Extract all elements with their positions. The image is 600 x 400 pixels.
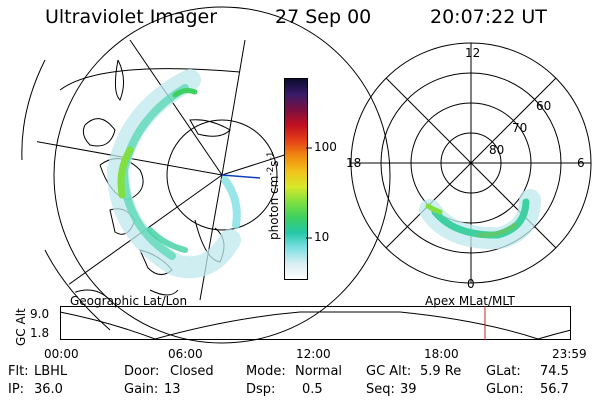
glon-label: GLon:: [486, 382, 524, 397]
polar-plot: [350, 42, 592, 284]
polar-label-60: 60: [536, 99, 552, 113]
door-value: Closed: [170, 364, 214, 379]
colorbar-unit-s: s: [267, 160, 281, 167]
glon-value: 56.7: [540, 382, 569, 397]
glat-value: 74.5: [540, 364, 569, 379]
polar-label-70: 70: [512, 121, 528, 135]
time-label: 20:07:22 UT: [430, 6, 547, 28]
mode-label: Mode:: [246, 364, 286, 379]
colorbar-unit-text: photon cm: [267, 175, 281, 240]
x-tick-1800: 18:00: [424, 347, 459, 361]
gc-alt-label: GC Alt:: [366, 364, 412, 379]
polar-label-80: 80: [489, 143, 505, 157]
colorbar: [284, 78, 308, 280]
colorbar-unit-exp1: -2: [266, 166, 276, 176]
instrument-title: Ultraviolet Imager: [45, 6, 218, 28]
altitude-plot: [59, 306, 572, 340]
colorbar-axis: [306, 147, 312, 239]
dsp-label: Dsp:: [246, 382, 276, 397]
colorbar-tick-10: 10: [314, 230, 330, 244]
dsp-value: 0.5: [302, 382, 323, 397]
gain-label: Gain:: [124, 382, 159, 397]
polar-label-6: 6: [577, 156, 585, 170]
polar-label-0: 0: [467, 277, 475, 291]
colorbar-unit-exp2: -1: [266, 151, 276, 161]
door-label: Door:: [124, 364, 160, 379]
glat-label: GLat:: [486, 364, 521, 379]
colorbar-tick-100: 100: [314, 140, 337, 154]
mode-value: Normal: [295, 364, 343, 379]
gc-alt-axis-label: GC Alt: [14, 308, 28, 346]
polar-label-12: 12: [465, 46, 481, 60]
flt-value: LBHL: [34, 364, 68, 379]
ip-label: IP:: [8, 382, 25, 397]
ip-value: 36.0: [34, 382, 63, 397]
seq-label: Seq:: [366, 382, 395, 397]
x-tick-0600: 06:00: [168, 347, 203, 361]
colorbar-unit-label: photon cm-2s-1: [266, 151, 281, 240]
gain-value: 13: [164, 382, 181, 397]
x-tick-1200: 12:00: [296, 347, 331, 361]
geographic-label: Geographic Lat/Lon: [70, 294, 188, 308]
flt-label: Flt:: [8, 364, 29, 379]
seq-value: 39: [400, 382, 417, 397]
gc-alt-value: 5.9 Re: [420, 364, 462, 379]
y-tick-9: 9.0: [30, 307, 50, 321]
y-tick-1-8: 1.8: [30, 326, 50, 340]
x-tick-0000: 00:00: [44, 347, 79, 361]
apex-label: Apex MLat/MLT: [425, 294, 515, 308]
date-label: 27 Sep 00: [275, 6, 372, 28]
x-tick-2359: 23:59: [552, 347, 587, 361]
polar-label-18: 18: [346, 156, 362, 170]
